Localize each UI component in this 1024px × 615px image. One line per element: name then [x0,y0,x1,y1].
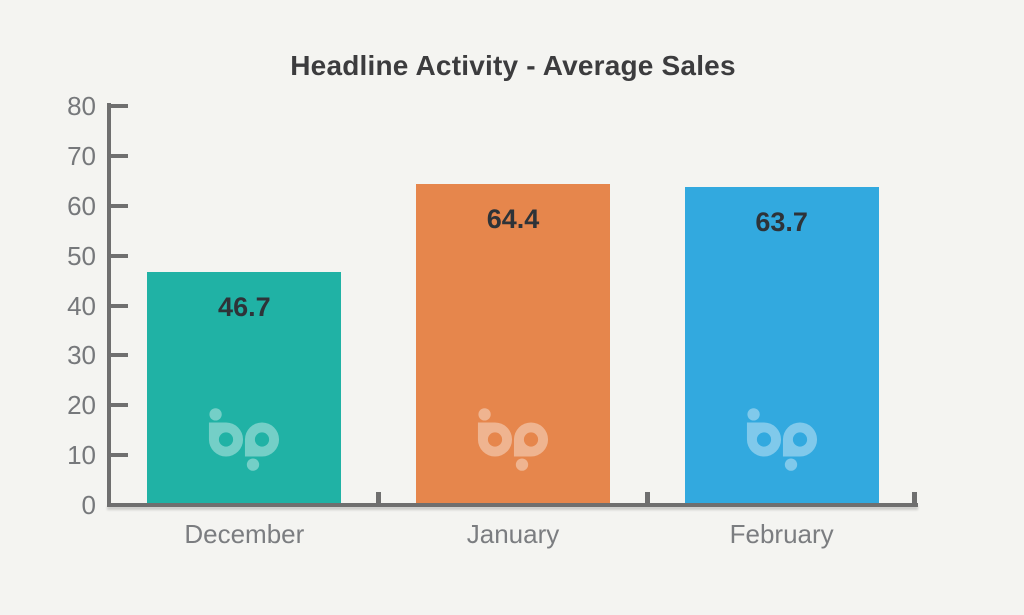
bp-logo-b-dot [209,408,223,421]
bp-logo-p-dot [247,458,260,471]
y-tick-label: 0 [81,490,96,520]
bp-logo-b-body [746,422,781,457]
y-tick-mark [111,403,128,408]
y-tick-label: 10 [67,440,96,471]
y-tick-mark [111,104,128,108]
bp-logo-watermark-icon [746,408,817,471]
bar-value-label: 64.4 [486,203,540,234]
y-tick-mark [111,153,128,158]
y-axis-line [107,103,111,507]
y-tick-label: 50 [67,240,96,271]
bp-logo-p-body [782,422,817,457]
x-axis-line [107,503,918,507]
bar-value-label: 46.7 [218,292,271,323]
x-tick-mark [376,492,382,503]
x-tick-mark [912,492,917,503]
x-category-label: February [729,519,834,549]
bp-logo-p-dot [784,458,797,471]
bp-logo-p-body [245,422,280,457]
y-tick-mark [111,353,128,358]
y-tick-mark [111,253,128,258]
y-tick-label: 80 [67,91,96,121]
bp-logo-p-dot [515,458,529,471]
chart-title: Headline Activity - Average Sales [290,50,736,81]
y-tick-label: 30 [67,340,96,371]
y-tick-mark [111,303,128,308]
bp-logo-p-body [513,422,549,457]
bp-logo-b-body [477,422,513,457]
bp-logo-watermark-icon [209,408,280,471]
x-category-label: December [184,519,305,549]
bar-december: 46.7 [147,272,342,503]
bar-january: 64.4 [416,183,610,503]
bp-logo-watermark-icon [477,408,549,471]
bp-logo-b-body [209,422,244,457]
y-tick-mark [111,453,128,458]
x-tick-mark [644,492,650,503]
bar-february: 63.7 [684,187,879,503]
bp-logo-b-dot [478,408,491,421]
bar-value-label: 63.7 [755,207,808,238]
y-tick-label: 60 [67,190,96,221]
y-tick-label: 20 [67,390,96,421]
x-category-label: January [466,519,560,549]
y-tick-label: 40 [67,290,96,321]
bp-logo-b-dot [747,408,760,421]
y-tick-mark [111,203,128,208]
y-tick-label: 70 [67,140,96,171]
